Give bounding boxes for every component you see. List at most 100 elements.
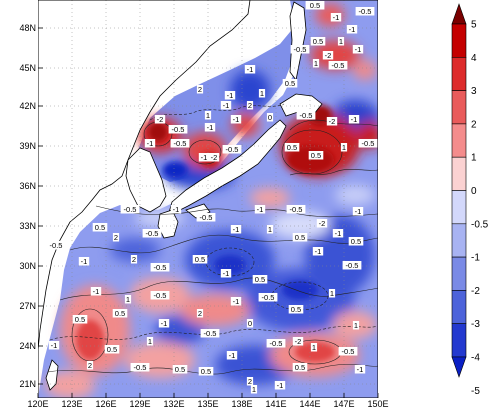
- contour-label-group: -1: [330, 13, 342, 22]
- contour-label-bg: [346, 25, 358, 34]
- contour-label-group: -1: [48, 341, 60, 350]
- contour-line: [95, 205, 378, 218]
- core-positive: [295, 342, 335, 362]
- contour-label: -0.5: [294, 45, 307, 54]
- contour-label-bg: [266, 113, 274, 122]
- contour-loop: [188, 139, 222, 165]
- contour-label: 2: [248, 101, 252, 110]
- contour-label-group: 0: [266, 113, 274, 122]
- blob-positive: [45, 371, 95, 398]
- contour-label-bg: [337, 37, 345, 46]
- contour-label-bg: [244, 65, 256, 74]
- colorbar-segment: [451, 256, 467, 291]
- contour-label-group: 0.5: [104, 345, 120, 354]
- contour-label: -0.5: [359, 7, 372, 16]
- y-tick-label: 21N: [19, 379, 36, 389]
- contour-label-group: -0.5: [200, 329, 220, 338]
- colorbar: 5 4 3 2 1 0 -0.5 -1 -2 -3 -4 -5: [451, 3, 489, 397]
- contour-label-bg: [220, 101, 232, 110]
- contour-label-group: 0.5: [292, 233, 308, 242]
- contour-label-group: 1: [266, 225, 274, 234]
- contour-label: 0.5: [351, 237, 361, 246]
- x-tick-label: 123E: [61, 399, 82, 408]
- japan-honshu: [167, 119, 287, 217]
- contour-label-group: -0.5: [142, 229, 162, 238]
- y-tick-label: 24N: [19, 341, 36, 351]
- y-tick-label: 45N: [19, 63, 36, 73]
- contour-label: -2: [211, 153, 218, 162]
- contour-label: -0.5: [332, 61, 345, 70]
- map-plot-area: -0.5 -1 -1 -0.5 0.5 1 -1 -2 -0.5 -1 1 -0.5 2 -1 1 0.5 -1…: [38, 0, 378, 398]
- contour-label-group: -2: [154, 115, 166, 124]
- blob-positive: [250, 188, 290, 208]
- contour-label-bg: [340, 143, 348, 152]
- contour-label-bg: [198, 153, 210, 162]
- contour-label: -1: [93, 287, 100, 296]
- contour-label: -0.5: [200, 213, 213, 222]
- contour-label-group: -0.5: [46, 241, 66, 250]
- contour-label-group: 1: [124, 295, 132, 304]
- contour-label-bg: [230, 225, 242, 234]
- contour-label-bg: [322, 51, 334, 60]
- contour-label: -1: [355, 207, 362, 216]
- colorbar-segment: [451, 356, 467, 378]
- contour-label-bg: [172, 365, 188, 374]
- contour-label-bg: [204, 111, 212, 120]
- contour-loop: [281, 129, 343, 175]
- contour-label-bg: [150, 263, 170, 272]
- contour-label: 0.5: [285, 79, 295, 88]
- contour-label-bg: [282, 79, 298, 88]
- contour-label-bg: [307, 1, 323, 10]
- contour-label-bg: [290, 45, 310, 54]
- core-negative: [282, 280, 318, 300]
- contour-label-group: 0.5: [198, 367, 214, 376]
- contour-label-bg: [196, 309, 204, 318]
- contour-label: -1: [351, 115, 358, 124]
- contour-label: 0.5: [107, 345, 117, 354]
- contour-label-group: 2: [246, 101, 254, 110]
- contour-label-group: -0.5: [358, 139, 378, 148]
- contour-label-bg: [230, 297, 242, 306]
- contour-label-bg: [348, 237, 364, 246]
- contour-label-group: 0.5: [284, 143, 300, 152]
- contour-label-bg: [266, 225, 274, 234]
- colorbar-label: 4: [471, 53, 477, 64]
- contour-label-group: -1: [244, 65, 256, 74]
- contour-label-bg: [246, 377, 254, 386]
- contour-label-bg: [296, 111, 316, 120]
- contour-label: -0.5: [154, 263, 167, 272]
- y-tick-label: 42N: [19, 101, 36, 111]
- contour-label-group: -2: [292, 337, 304, 346]
- contour-label: -1: [223, 269, 230, 278]
- contour-label-group: 0.5: [172, 365, 188, 374]
- x-tick-label: 126E: [95, 399, 116, 408]
- contour-label-bg: [86, 361, 94, 370]
- contour-label: 1: [148, 337, 152, 346]
- contour-label-bg: [224, 91, 236, 100]
- contour-label-group: -0.5: [342, 261, 362, 270]
- contour-label-group: -1: [78, 257, 90, 266]
- colorbar-label: -1: [471, 253, 480, 264]
- contour-line: [69, 234, 378, 254]
- contour-label-group: -1: [230, 115, 242, 124]
- contour-label: 0.5: [95, 223, 105, 232]
- contour-label: 0.5: [255, 275, 265, 284]
- contour-label-group: -0.5: [286, 205, 306, 214]
- contour-label: 2: [132, 255, 136, 264]
- contour-label: -0.5: [226, 145, 239, 154]
- colorbar-label: -3: [471, 319, 480, 330]
- contour-label-group: 0.5: [348, 237, 364, 246]
- contour-label-bg: [48, 341, 60, 350]
- contour-label-group: -1: [226, 351, 238, 360]
- contour-label-bg: [170, 139, 190, 148]
- contour-label: -1: [207, 123, 214, 132]
- contour-label-group: 1: [312, 59, 320, 68]
- korean-peninsula: [125, 147, 167, 213]
- contour-label: 0.5: [201, 367, 211, 376]
- contour-label-group: -0.5: [150, 291, 170, 300]
- y-tick-label: 33N: [19, 221, 36, 231]
- x-tick-label: 129E: [129, 399, 150, 408]
- contour-label-group: -0.5: [120, 205, 140, 214]
- contour-label: 1: [339, 37, 343, 46]
- contour-label: 0.5: [115, 309, 125, 318]
